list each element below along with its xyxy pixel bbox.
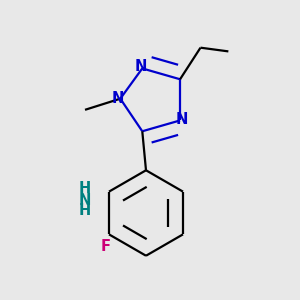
Text: N: N (134, 59, 147, 74)
Text: N: N (79, 194, 91, 208)
Text: H: H (79, 181, 91, 196)
Text: N: N (111, 91, 124, 106)
Text: F: F (100, 239, 110, 254)
Text: H: H (79, 203, 91, 218)
Text: N: N (176, 112, 188, 127)
